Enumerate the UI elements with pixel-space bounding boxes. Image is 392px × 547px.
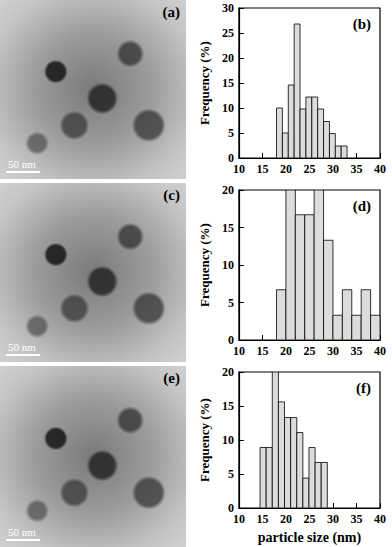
svg-text:20: 20 bbox=[222, 183, 234, 197]
svg-text:40: 40 bbox=[374, 344, 386, 358]
svg-text:(b): (b) bbox=[353, 16, 371, 33]
svg-text:Frequency (%): Frequency (%) bbox=[197, 41, 212, 125]
svg-text:15: 15 bbox=[256, 162, 268, 176]
svg-text:30: 30 bbox=[327, 512, 339, 526]
svg-text:0: 0 bbox=[227, 151, 234, 165]
svg-text:25: 25 bbox=[303, 162, 315, 176]
svg-text:Frequency (%): Frequency (%) bbox=[197, 398, 212, 482]
html-text:50 nm: 50 nm bbox=[8, 341, 36, 353]
svg-text:5: 5 bbox=[228, 296, 234, 310]
svg-text:20: 20 bbox=[280, 512, 292, 526]
svg-text:20: 20 bbox=[222, 365, 234, 379]
svg-text:10: 10 bbox=[233, 512, 245, 526]
svg-text:20: 20 bbox=[280, 162, 292, 176]
svg-text:(f): (f) bbox=[356, 380, 371, 397]
svg-text:30: 30 bbox=[222, 1, 234, 15]
html-text:(e): (e) bbox=[163, 370, 180, 386]
svg-text:Frequency (%): Frequency (%) bbox=[197, 223, 212, 307]
svg-text:20: 20 bbox=[222, 51, 234, 65]
svg-text:30: 30 bbox=[327, 162, 339, 176]
html-text:50 nm: 50 nm bbox=[8, 158, 36, 170]
svg-text:30: 30 bbox=[327, 344, 339, 358]
svg-text:5: 5 bbox=[228, 467, 234, 481]
svg-text:(d): (d) bbox=[353, 198, 371, 215]
svg-text:10: 10 bbox=[233, 162, 245, 176]
svg-text:10: 10 bbox=[222, 433, 234, 447]
svg-text:5: 5 bbox=[228, 126, 234, 140]
svg-text:particle size (nm): particle size (nm) bbox=[258, 530, 362, 546]
html-text:(c): (c) bbox=[163, 187, 180, 203]
svg-text:10: 10 bbox=[222, 101, 234, 115]
svg-text:15: 15 bbox=[222, 221, 234, 235]
svg-text:15: 15 bbox=[256, 344, 268, 358]
svg-text:40: 40 bbox=[374, 512, 386, 526]
svg-text:15: 15 bbox=[256, 512, 268, 526]
svg-text:15: 15 bbox=[222, 399, 234, 413]
svg-text:25: 25 bbox=[303, 344, 315, 358]
svg-text:25: 25 bbox=[222, 26, 234, 40]
svg-text:0: 0 bbox=[227, 501, 234, 515]
svg-text:15: 15 bbox=[222, 76, 234, 90]
html-text:50 nm: 50 nm bbox=[8, 526, 36, 538]
svg-text:0: 0 bbox=[227, 333, 234, 347]
svg-text:20: 20 bbox=[280, 344, 292, 358]
svg-text:10: 10 bbox=[233, 344, 245, 358]
svg-text:35: 35 bbox=[350, 512, 362, 526]
svg-text:25: 25 bbox=[303, 512, 315, 526]
svg-text:40: 40 bbox=[374, 162, 386, 176]
svg-text:10: 10 bbox=[222, 258, 234, 272]
html-text:(a): (a) bbox=[162, 4, 180, 20]
svg-text:35: 35 bbox=[350, 344, 362, 358]
svg-text:35: 35 bbox=[350, 162, 362, 176]
